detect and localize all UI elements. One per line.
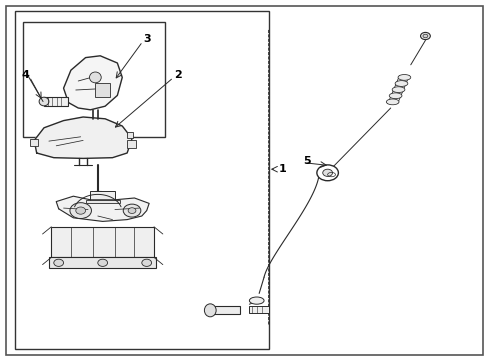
Ellipse shape: [420, 32, 429, 40]
Ellipse shape: [54, 259, 63, 266]
Bar: [44, 97, 68, 106]
Ellipse shape: [123, 204, 141, 217]
Ellipse shape: [98, 259, 107, 266]
Ellipse shape: [249, 297, 264, 304]
Ellipse shape: [397, 75, 410, 80]
Bar: [51, 227, 154, 257]
Ellipse shape: [391, 87, 404, 93]
Ellipse shape: [39, 97, 49, 106]
Bar: [90, 191, 115, 202]
Bar: [210, 306, 239, 314]
Bar: [249, 306, 268, 313]
Ellipse shape: [204, 304, 216, 317]
Bar: [49, 257, 156, 268]
Ellipse shape: [128, 208, 136, 213]
Bar: [95, 83, 110, 97]
Text: 4: 4: [21, 69, 29, 80]
Polygon shape: [56, 196, 149, 221]
Text: 3: 3: [142, 33, 150, 44]
Ellipse shape: [386, 99, 398, 105]
Ellipse shape: [422, 34, 427, 38]
Bar: [85, 200, 120, 203]
Ellipse shape: [316, 165, 338, 181]
Text: 2: 2: [174, 69, 182, 80]
Ellipse shape: [76, 207, 85, 214]
Ellipse shape: [322, 169, 332, 176]
Bar: [15, 11, 268, 349]
Ellipse shape: [142, 259, 151, 266]
Text: 1: 1: [278, 164, 286, 174]
Ellipse shape: [394, 81, 407, 86]
Ellipse shape: [70, 203, 91, 219]
Ellipse shape: [89, 72, 101, 83]
Bar: [30, 139, 38, 146]
Text: 5: 5: [303, 156, 310, 166]
Polygon shape: [34, 117, 132, 158]
Bar: [127, 140, 136, 148]
Polygon shape: [63, 56, 122, 110]
Ellipse shape: [388, 93, 401, 99]
Bar: [127, 132, 133, 138]
Bar: [23, 22, 165, 137]
